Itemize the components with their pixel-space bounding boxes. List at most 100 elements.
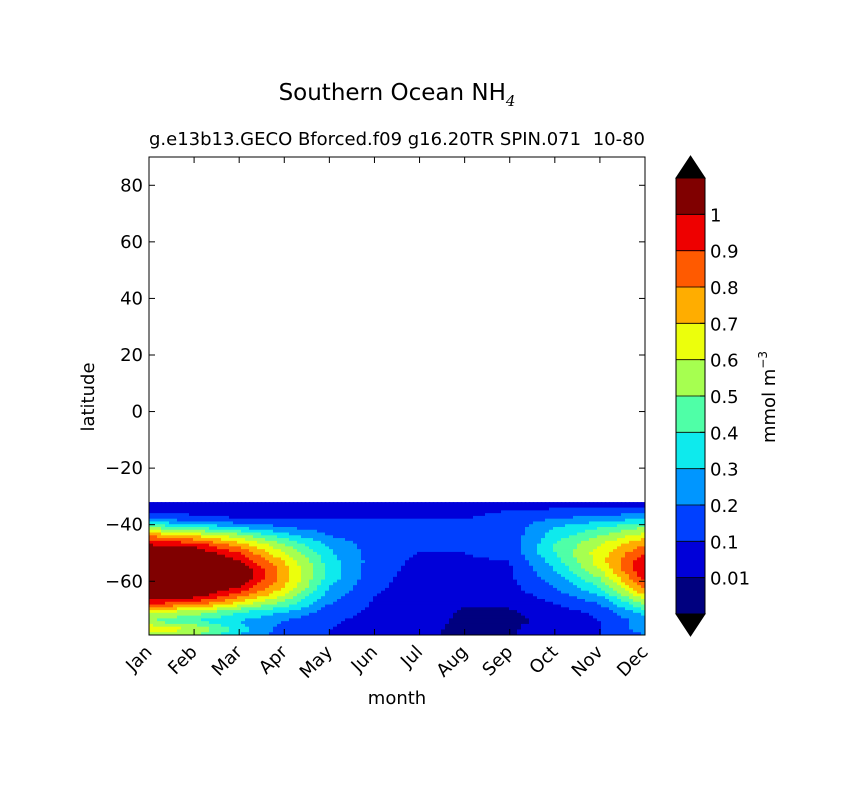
contour-cell — [301, 601, 306, 606]
contour-cell — [473, 612, 478, 617]
contour-cell — [185, 532, 190, 536]
contour-cell — [461, 529, 466, 534]
contour-cell — [453, 623, 458, 628]
contour-cell — [533, 549, 538, 553]
contour-cell — [205, 521, 210, 525]
contour-cell — [497, 576, 502, 581]
contour-cell — [361, 538, 366, 542]
contour-cell — [549, 607, 554, 611]
contour-cell — [401, 554, 406, 559]
contour-cell — [337, 601, 342, 606]
contour-cell — [437, 532, 442, 536]
contour-cell — [373, 538, 378, 542]
contour-cell — [241, 623, 246, 628]
contour-cell — [445, 626, 450, 631]
contour-cell — [305, 540, 310, 545]
contour-cell — [381, 543, 386, 547]
contour-cell — [533, 571, 538, 575]
contour-cell — [201, 546, 206, 550]
contour-cell — [313, 529, 318, 534]
contour-cell — [465, 587, 470, 592]
contour-cell — [521, 601, 526, 606]
contour-cell — [325, 524, 330, 528]
contour-cell — [521, 507, 526, 511]
contour-cell — [273, 618, 278, 622]
contour-cell — [177, 540, 182, 545]
contour-cell — [361, 532, 366, 536]
contour-cell — [417, 593, 422, 597]
contour-cell — [289, 518, 294, 523]
contour-cell — [501, 549, 506, 553]
contour-cell — [345, 604, 350, 608]
contour-cell — [341, 568, 346, 572]
contour-cell — [285, 562, 290, 567]
contour-cell — [153, 540, 158, 545]
contour-cell — [153, 571, 158, 575]
contour-cell — [149, 593, 154, 597]
contour-cell — [189, 623, 194, 628]
contour-cell — [261, 607, 266, 611]
contour-cell — [301, 532, 306, 536]
contour-cell — [261, 521, 266, 525]
contour-cell — [333, 538, 338, 542]
contour-cell — [293, 510, 298, 514]
contour-cell — [385, 618, 390, 622]
contour-cell — [289, 532, 294, 536]
contour-cell — [169, 524, 174, 528]
contour-cell — [409, 560, 414, 564]
contour-cell — [561, 502, 566, 506]
contour-cell — [357, 521, 362, 525]
contour-cell — [441, 576, 446, 581]
contour-cell — [213, 502, 218, 506]
contour-cell — [257, 535, 262, 539]
contour-cell — [433, 521, 438, 525]
contour-cell — [173, 632, 178, 635]
contour-cell — [413, 526, 418, 531]
contour-cell — [249, 557, 254, 561]
contour-cell — [149, 551, 154, 556]
contour-cell — [557, 596, 562, 600]
contour-cell — [337, 568, 342, 572]
contour-cell — [181, 615, 186, 619]
contour-cell — [233, 632, 238, 635]
contour-cell — [457, 618, 462, 622]
contour-cell — [257, 623, 262, 628]
contour-cell — [229, 518, 234, 523]
contour-cell — [405, 579, 410, 583]
contour-cell — [173, 574, 178, 578]
contour-cell — [325, 615, 330, 619]
contour-cell — [361, 576, 366, 581]
contour-cell — [381, 546, 386, 550]
contour-cell — [201, 526, 206, 531]
contour-cell — [409, 518, 414, 523]
contour-cell — [333, 593, 338, 597]
contour-cell — [161, 538, 166, 542]
contour-cell — [381, 601, 386, 606]
contour-cell — [177, 568, 182, 572]
contour-cell — [149, 610, 154, 614]
contour-cell — [305, 538, 310, 542]
contour-cell — [537, 632, 542, 635]
contour-cell — [545, 585, 550, 589]
contour-cell — [413, 538, 418, 542]
contour-cell — [329, 513, 334, 517]
contour-cell — [521, 618, 526, 622]
contour-cell — [413, 510, 418, 514]
contour-cell — [429, 579, 434, 583]
contour-cell — [501, 587, 506, 592]
contour-cell — [561, 632, 566, 635]
contour-cell — [285, 565, 290, 570]
contour-cell — [229, 629, 234, 633]
contour-cell — [201, 607, 206, 611]
contour-cell — [377, 515, 382, 520]
contour-cell — [293, 549, 298, 553]
contour-cell — [325, 626, 330, 631]
contour-cell — [305, 562, 310, 567]
contour-cell — [517, 601, 522, 606]
contour-cell — [161, 551, 166, 556]
contour-cell — [525, 582, 530, 586]
contour-cell — [525, 521, 530, 525]
contour-cell — [517, 579, 522, 583]
contour-cell — [481, 502, 486, 506]
contour-cell — [465, 599, 470, 603]
